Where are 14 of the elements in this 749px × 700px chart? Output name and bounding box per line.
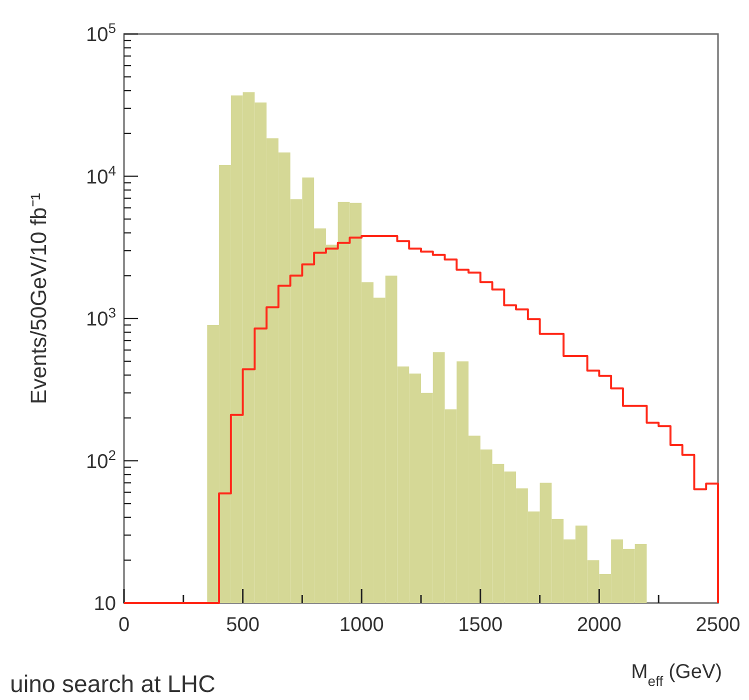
x-axis-title: M$_{eff}$ (GeV) bbox=[631, 661, 722, 689]
text: uino search at LHC bbox=[10, 671, 216, 698]
x-tick-label: 1000 bbox=[339, 614, 384, 636]
x-tick-label: 2000 bbox=[576, 614, 622, 636]
x-tick-label: 1500 bbox=[458, 614, 503, 636]
x-tick-label: 0 bbox=[118, 614, 130, 636]
y-tick-label: 10$^{2}$ bbox=[86, 446, 116, 473]
y-axis-title: Events/50GeV/10 fb⁻¹ bbox=[26, 192, 51, 404]
y-tick-label: 10$^{5}$ bbox=[86, 20, 116, 46]
y-tick-label: 10$^{4}$ bbox=[86, 162, 116, 188]
y-tick-label: 10$^{3}$ bbox=[86, 304, 116, 330]
x-tick-label: 500 bbox=[226, 614, 260, 636]
y-tick-label: 10 bbox=[94, 593, 116, 615]
x-tick-label: 2500 bbox=[696, 614, 740, 636]
